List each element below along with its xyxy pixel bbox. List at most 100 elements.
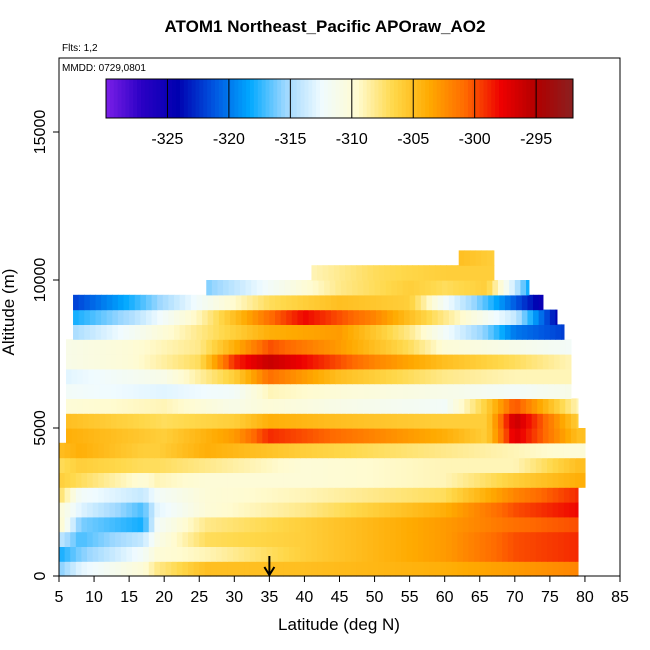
heatmap-cell [193, 561, 200, 577]
heatmap-cell [262, 383, 269, 399]
heatmap-cell [297, 309, 304, 325]
heatmap-cell [120, 546, 127, 562]
heatmap-cell [490, 502, 498, 518]
heatmap-cell [453, 339, 460, 355]
heatmap-cell [468, 487, 475, 503]
heatmap-cell [211, 398, 219, 414]
heatmap-cell [475, 413, 482, 429]
heatmap-cell [115, 531, 122, 547]
heatmap-cell [70, 442, 77, 459]
heatmap-cell [389, 442, 397, 459]
colorbar-swatch [374, 79, 379, 118]
heatmap-cell [133, 339, 140, 355]
heatmap-cell [227, 457, 234, 473]
heatmap-cell [277, 442, 284, 459]
heatmap-cell [144, 339, 151, 355]
heatmap-cell [391, 339, 398, 355]
heatmap-cell [105, 354, 112, 370]
heatmap-cell [333, 487, 341, 503]
heatmap-cell [150, 383, 157, 399]
heatmap-cell [294, 531, 301, 547]
heatmap-cell [305, 516, 313, 533]
heatmap-cell [151, 324, 158, 340]
heatmap-cell [322, 546, 329, 562]
heatmap-cell [475, 368, 482, 385]
heatmap-cell [127, 428, 134, 444]
heatmap-cell [116, 339, 123, 355]
heatmap-cell [361, 265, 369, 281]
heatmap-cell [408, 413, 415, 429]
heatmap-cell [462, 516, 470, 533]
heatmap-cell [126, 457, 133, 473]
colorbar-swatch [569, 79, 574, 118]
colorbar-swatch [160, 79, 165, 118]
heatmap-cell [513, 516, 520, 533]
colorbar-swatch [358, 79, 364, 118]
heatmap-cell [269, 294, 276, 311]
heatmap-cell [157, 309, 164, 325]
heatmap-cell [266, 502, 273, 518]
heatmap-cell [92, 516, 99, 533]
heatmap-cell [217, 383, 224, 399]
heatmap-cell [115, 502, 122, 518]
heatmap-cell [429, 516, 436, 533]
heatmap-cell [325, 294, 332, 311]
heatmap-cell [367, 472, 374, 488]
heatmap-cell [82, 339, 90, 355]
colorbar-swatch [164, 79, 169, 118]
heatmap-cell [419, 368, 426, 385]
heatmap-cell [446, 546, 453, 562]
heatmap-cell [303, 324, 310, 340]
heatmap-cell [290, 398, 297, 414]
heatmap-cell [234, 339, 241, 355]
heatmap-cell [558, 487, 565, 503]
heatmap-cell [273, 383, 280, 399]
heatmap-cell [66, 339, 73, 355]
heatmap-cell [157, 324, 164, 340]
heatmap-cell [273, 339, 280, 355]
heatmap-cell [340, 368, 348, 385]
heatmap-cell [401, 531, 408, 547]
heatmap-cell [210, 516, 217, 533]
heatmap-cell [531, 428, 538, 444]
heatmap-cell [103, 546, 111, 562]
heatmap-cell [294, 487, 301, 503]
heatmap-cell [262, 368, 269, 385]
heatmap-cell [514, 428, 522, 444]
heatmap-cell [524, 487, 531, 503]
heatmap-cell [509, 428, 516, 444]
heatmap-cell [99, 339, 106, 355]
heatmap-cell [514, 339, 522, 355]
heatmap-cell [432, 309, 439, 325]
heatmap-cell [368, 398, 376, 414]
heatmap-cell [301, 398, 308, 414]
heatmap-cell [263, 309, 270, 325]
heatmap-cell [389, 502, 397, 518]
heatmap-cell [131, 472, 139, 488]
heatmap-cell [544, 309, 551, 325]
heatmap-cell [391, 354, 398, 370]
heatmap-cell [329, 383, 336, 399]
heatmap-cell [426, 294, 433, 311]
heatmap-cell [503, 398, 510, 414]
heatmap-cell [133, 368, 140, 385]
heatmap-cell [346, 280, 353, 296]
heatmap-cell [503, 413, 510, 429]
heatmap-cell [374, 280, 381, 296]
heatmap-cell [239, 280, 247, 296]
heatmap-cell [322, 531, 329, 547]
heatmap-cell [404, 294, 411, 311]
heatmap-cell [492, 339, 499, 355]
heatmap-cell [195, 339, 202, 355]
colorbar-swatch [390, 79, 395, 118]
heatmap-cell [542, 413, 550, 429]
heatmap-cell [92, 472, 99, 488]
heatmap-cell [244, 546, 251, 562]
heatmap-cell [322, 265, 329, 281]
heatmap-cell [552, 472, 559, 488]
colorbar-swatch [253, 79, 259, 118]
heatmap-cell [395, 561, 402, 577]
heatmap-cell [554, 383, 561, 399]
heatmap-cell [465, 309, 472, 325]
heatmap-cell [82, 354, 90, 370]
